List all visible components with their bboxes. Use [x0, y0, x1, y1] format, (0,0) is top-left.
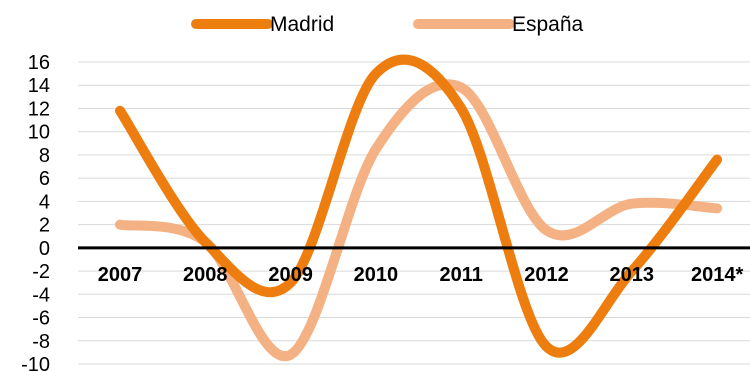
x-category-label: 2010 — [354, 264, 399, 286]
y-tick-label: 0 — [39, 238, 50, 260]
x-category-label: 2009 — [268, 264, 313, 286]
x-category-label: 2014* — [691, 264, 743, 286]
legend-label: España — [512, 13, 584, 36]
y-tick-label: 8 — [39, 145, 50, 167]
y-tick-label: 6 — [39, 168, 50, 190]
y-tick-label: 4 — [39, 191, 50, 213]
y-tick-label: -10 — [21, 354, 50, 371]
y-tick-label: -6 — [32, 308, 50, 330]
x-axis-categories: 2007 2008 2009 2010 2011 2012 2013 2014* — [98, 264, 744, 286]
series-line-madrid — [115, 54, 723, 358]
y-tick-label: 14 — [28, 75, 50, 97]
y-tick-label: 2 — [39, 215, 50, 237]
gridlines — [78, 61, 750, 365]
y-tick-label: -2 — [32, 261, 50, 283]
y-tick-label: 16 — [28, 52, 50, 74]
x-category-label: 2012 — [524, 264, 569, 286]
x-category-label: 2007 — [98, 264, 143, 286]
x-category-label: 2011 — [440, 264, 483, 286]
y-tick-label: 10 — [28, 122, 50, 144]
legend: Madrid España — [191, 13, 584, 36]
y-tick-label: -4 — [32, 284, 50, 306]
legend-label: Madrid — [270, 13, 334, 36]
x-category-label: 2008 — [183, 264, 228, 286]
x-category-label: 2013 — [610, 264, 655, 286]
y-tick-label: 12 — [28, 98, 50, 120]
y-tick-label: -8 — [32, 331, 50, 353]
series-line-espana — [115, 79, 723, 362]
series-lines — [115, 54, 723, 362]
